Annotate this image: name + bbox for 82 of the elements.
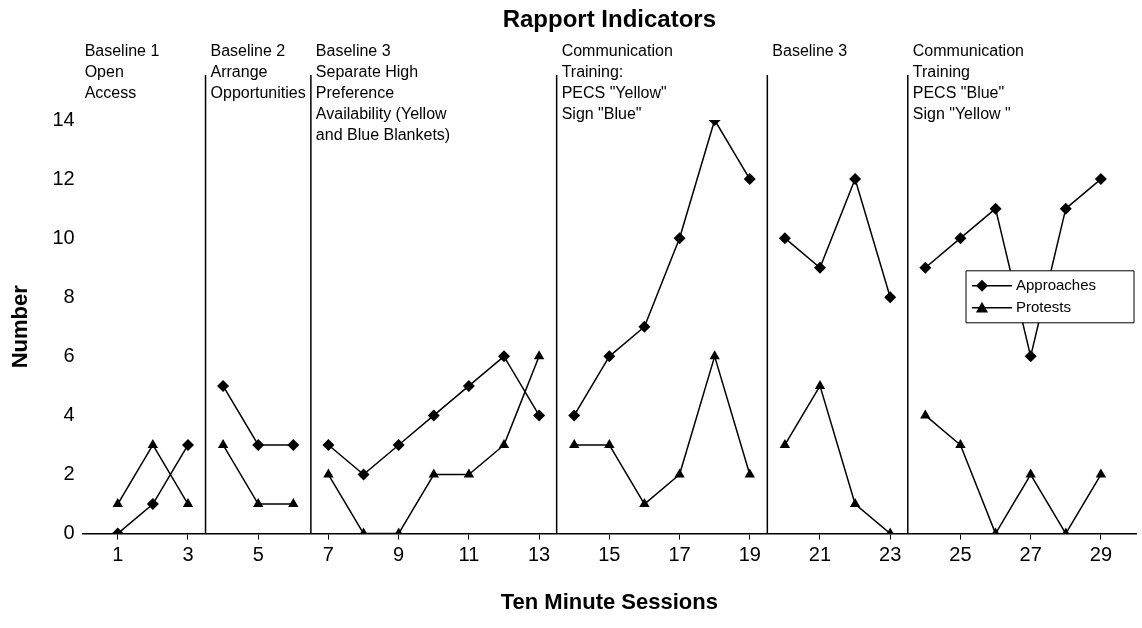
point	[252, 438, 265, 451]
x-tick-label: 19	[738, 543, 761, 566]
annotation: Baseline 3 Separate High Preference Availability (Yellow and Blue Blankets)	[315, 42, 451, 144]
point	[217, 379, 230, 392]
point	[1024, 350, 1037, 363]
point	[1025, 468, 1036, 478]
x-tick-label: 25	[949, 543, 972, 566]
y-axis-title: Number	[7, 284, 33, 369]
text: Baseline 3	[772, 42, 848, 60]
point	[1059, 202, 1072, 215]
point	[1095, 468, 1107, 478]
legend-label: Protests	[1016, 297, 1072, 315]
x-tick-label: 23	[879, 543, 902, 566]
point	[498, 438, 510, 448]
chart-title: Rapport Indicators	[502, 4, 716, 32]
point	[147, 438, 159, 448]
x-tick-label: 7	[322, 543, 334, 566]
point	[849, 173, 862, 186]
point	[778, 232, 791, 245]
point	[217, 438, 229, 448]
point	[568, 409, 581, 422]
point	[638, 320, 651, 333]
point	[463, 468, 475, 478]
x-tick-label: 1	[112, 543, 124, 566]
x-tick-label: 11	[458, 543, 480, 566]
point	[989, 202, 1002, 215]
point	[674, 468, 685, 478]
point	[497, 350, 510, 363]
point	[919, 261, 932, 274]
point	[533, 350, 545, 360]
y-tick-label: 10	[52, 225, 75, 248]
point	[603, 350, 616, 363]
x-tick-label: 17	[668, 543, 691, 566]
point	[955, 438, 966, 448]
point	[112, 498, 123, 508]
point	[639, 498, 650, 508]
y-tick-label: 14	[52, 107, 75, 130]
point	[814, 379, 826, 389]
point	[181, 438, 194, 451]
point	[462, 379, 475, 392]
point	[427, 409, 440, 422]
x-tick-label: 9	[393, 543, 405, 566]
point	[779, 438, 791, 448]
text: Baseline 2 Arrange Opportunities	[210, 42, 306, 102]
y-tick-label: 0	[63, 521, 75, 544]
point	[357, 468, 370, 481]
annotation: Communication Training PECS "Blue" Sign "Yellow "	[912, 42, 1024, 123]
point	[954, 232, 967, 245]
y-tick-label: 2	[63, 462, 75, 485]
x-axis-title: Ten Minute Sessions	[500, 588, 718, 614]
x-tick-label: 13	[527, 543, 551, 566]
point	[884, 291, 897, 304]
y-tick-label: 6	[63, 343, 75, 366]
point	[569, 438, 580, 448]
x-tick-label: 5	[252, 543, 264, 566]
annotation: Communication Training: PECS "Yellow" Sign "Blue"	[561, 42, 673, 123]
point	[392, 438, 405, 451]
point	[1094, 173, 1107, 186]
point	[287, 438, 300, 451]
point	[533, 409, 546, 422]
point	[322, 438, 335, 451]
y-tick-label: 12	[52, 166, 75, 189]
x-tick-label: 29	[1089, 543, 1113, 566]
x-tick-label: 3	[182, 543, 194, 566]
legend-label: Approaches	[1016, 275, 1097, 293]
point	[323, 468, 334, 478]
point	[744, 468, 755, 478]
point	[182, 498, 194, 508]
point	[673, 232, 686, 245]
point	[604, 438, 615, 448]
point	[743, 173, 756, 186]
point	[813, 261, 826, 274]
y-tick-label: 8	[63, 284, 75, 307]
point	[288, 498, 299, 508]
x-tick-label: 21	[808, 543, 832, 566]
point	[253, 498, 264, 508]
point	[849, 498, 861, 508]
x-tick-label: 27	[1019, 543, 1042, 566]
y-tick-label: 4	[63, 402, 75, 425]
point	[428, 468, 439, 478]
x-tick-label: 15	[598, 543, 621, 566]
text: Baseline 1 Open Access	[84, 42, 160, 102]
